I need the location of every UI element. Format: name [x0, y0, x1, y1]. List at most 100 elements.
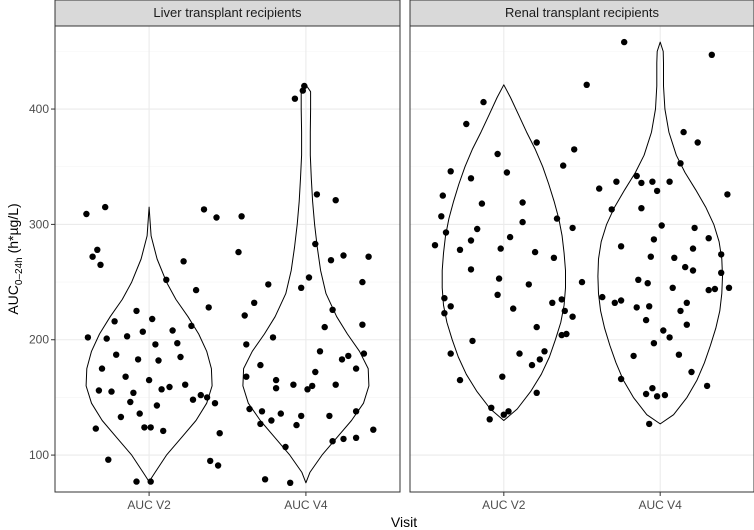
data-point — [666, 178, 673, 185]
data-point — [638, 205, 645, 212]
data-point — [650, 236, 658, 243]
data-point — [718, 269, 725, 276]
data-point — [560, 162, 567, 169]
data-point — [596, 185, 603, 192]
data-point — [265, 281, 272, 288]
data-point — [705, 235, 712, 242]
data-point — [677, 160, 684, 167]
data-point — [705, 286, 712, 294]
data-point — [149, 315, 156, 323]
data-point — [352, 365, 360, 372]
data-point — [305, 274, 313, 281]
data-point — [133, 478, 140, 485]
data-point — [272, 376, 280, 384]
data-point — [536, 356, 543, 363]
y-tick-label: 200 — [29, 333, 49, 347]
violin-auc-v4 — [597, 41, 723, 425]
data-point — [277, 410, 284, 417]
data-point — [211, 400, 219, 407]
data-point — [97, 261, 104, 268]
data-point — [147, 478, 154, 485]
data-point — [666, 334, 673, 341]
data-point — [488, 404, 495, 411]
data-point — [188, 322, 195, 330]
data-point — [298, 284, 305, 291]
data-point — [352, 434, 360, 441]
data-point — [298, 412, 305, 420]
data-point — [329, 306, 336, 313]
data-point — [329, 438, 336, 445]
data-point — [182, 381, 189, 388]
x-tick-label: AUC V4 — [639, 498, 683, 512]
data-point — [340, 435, 347, 443]
data-point — [486, 416, 493, 423]
panel-background — [55, 26, 400, 492]
data-point — [541, 348, 548, 355]
data-point — [569, 313, 576, 320]
data-point — [133, 307, 140, 315]
data-point — [243, 341, 250, 348]
data-point — [103, 335, 110, 342]
data-point — [141, 424, 148, 431]
data-point — [293, 421, 300, 429]
data-point — [282, 443, 289, 451]
data-point — [304, 386, 311, 393]
data-point — [617, 375, 625, 383]
data-point — [533, 139, 540, 146]
data-point — [105, 456, 112, 463]
data-point — [332, 381, 339, 388]
data-point — [246, 405, 253, 413]
data-point — [130, 389, 137, 396]
y-axis-title-text: AUC0–24h (h*µg/L) — [5, 203, 25, 314]
data-point — [268, 417, 275, 424]
facet-strip-title: Renal transplant recipients — [505, 5, 659, 20]
data-point — [111, 318, 118, 325]
y-tick-label: 400 — [29, 102, 49, 116]
data-point — [525, 281, 532, 288]
y-tick-label: 300 — [29, 217, 49, 231]
data-point — [583, 81, 590, 89]
data-point — [683, 299, 690, 306]
data-point — [153, 402, 161, 409]
data-point — [617, 243, 625, 250]
data-point — [510, 305, 517, 312]
data-point — [642, 390, 650, 398]
data-point — [463, 120, 470, 128]
data-point — [642, 316, 650, 324]
data-point — [123, 333, 131, 340]
data-point — [207, 457, 214, 465]
data-point — [447, 350, 454, 357]
data-point — [127, 398, 134, 406]
data-point — [647, 253, 654, 260]
data-point — [571, 146, 578, 153]
data-point — [549, 299, 556, 306]
data-point — [326, 412, 333, 420]
data-point — [611, 299, 618, 306]
data-point — [649, 178, 656, 185]
data-point — [136, 410, 143, 417]
data-point — [139, 328, 146, 335]
data-point — [441, 310, 448, 317]
data-point — [649, 385, 656, 392]
data-point — [519, 199, 526, 206]
data-point — [561, 307, 568, 315]
data-point — [578, 278, 586, 286]
data-point — [291, 95, 299, 102]
data-point — [360, 350, 368, 357]
data-point — [497, 245, 504, 252]
data-point — [113, 351, 120, 358]
data-point — [83, 210, 90, 218]
data-point — [500, 411, 507, 418]
data-point — [203, 394, 211, 401]
data-point — [691, 224, 698, 232]
panel-liver: Liver transplant recipients AUC V2 AUC V4 — [54, 0, 401, 512]
data-point — [621, 38, 628, 46]
panel-border — [409, 25, 754, 493]
data-point — [340, 252, 347, 259]
data-point — [646, 420, 653, 428]
data-point — [251, 299, 258, 306]
data-point — [478, 200, 486, 207]
facet-strip-title: Liver transplant recipients — [153, 5, 302, 20]
data-point — [370, 426, 377, 433]
data-point — [653, 393, 661, 400]
